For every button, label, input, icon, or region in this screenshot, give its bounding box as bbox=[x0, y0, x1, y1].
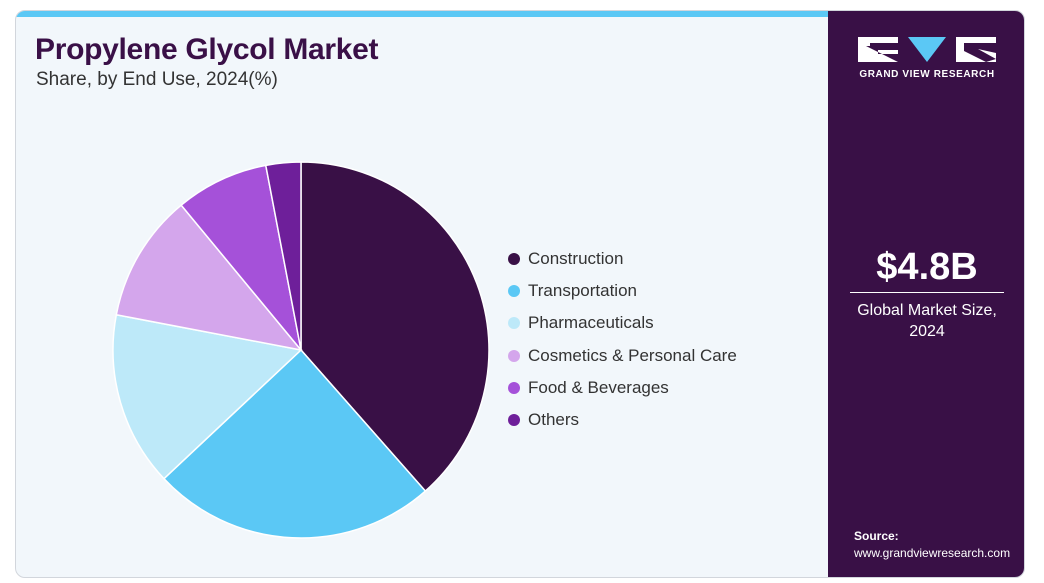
chart-legend: Construction Transportation Pharmaceutical… bbox=[508, 243, 737, 436]
pie-slice-construction bbox=[300, 161, 490, 493]
logo-text: GRAND VIEW RESEARCH bbox=[859, 69, 995, 80]
source-link[interactable]: www.grandviewresearch.com bbox=[854, 546, 1011, 560]
gvr-logo-icon bbox=[858, 37, 996, 62]
legend-label: Construction bbox=[528, 249, 624, 269]
market-size-value: $4.8B bbox=[876, 246, 978, 288]
pie-chart bbox=[112, 161, 490, 539]
legend-item: Cosmetics & Personal Care bbox=[508, 340, 737, 372]
market-size-label: Global Market Size, 2024 bbox=[857, 302, 997, 340]
legend-label: Others bbox=[528, 410, 580, 430]
divider bbox=[850, 292, 1004, 293]
legend-swatch bbox=[508, 317, 520, 330]
pie-slice-food-beverages bbox=[180, 164, 302, 351]
chart-subtitle: Share, by End Use, 2024(%) bbox=[36, 69, 278, 90]
brand-logo: GRAND VIEW RESEARCH bbox=[856, 37, 998, 80]
legend-item: Construction bbox=[508, 243, 737, 275]
legend-label: Transportation bbox=[528, 281, 637, 301]
report-card: Propylene Glycol Market Share, by End Us… bbox=[15, 10, 1025, 578]
legend-item: Others bbox=[508, 404, 737, 436]
legend-label: Pharmaceuticals bbox=[528, 313, 654, 333]
legend-swatch bbox=[508, 253, 520, 266]
legend-item: Transportation bbox=[508, 275, 737, 307]
info-sidebar: GRAND VIEW RESEARCH $4.8B Global Market … bbox=[828, 11, 1024, 577]
legend-swatch bbox=[508, 381, 520, 394]
pie-slice-others bbox=[264, 161, 302, 351]
pie-slice-cosmetics-personal-care bbox=[115, 204, 303, 352]
legend-swatch bbox=[508, 285, 520, 298]
legend-item: Pharmaceuticals bbox=[508, 307, 737, 339]
legend-label: Food & Beverages bbox=[528, 377, 669, 397]
accent-bar bbox=[16, 11, 828, 17]
legend-label: Cosmetics & Personal Care bbox=[528, 345, 737, 365]
chart-title: Propylene Glycol Market bbox=[35, 33, 379, 66]
pie-slice-pharmaceuticals bbox=[112, 313, 303, 480]
pie-slice-transportation bbox=[162, 348, 427, 539]
source-label: Source: bbox=[854, 529, 899, 543]
legend-swatch bbox=[508, 414, 520, 427]
legend-swatch bbox=[508, 349, 520, 362]
legend-item: Food & Beverages bbox=[508, 372, 737, 404]
